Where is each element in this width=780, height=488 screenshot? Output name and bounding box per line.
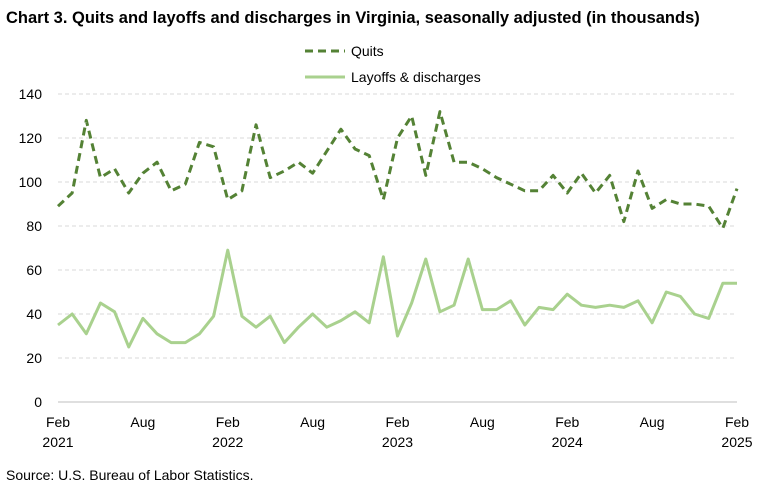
chart-title: Chart 3. Quits and layoffs and discharge… [6, 9, 700, 27]
legend-label-layoffs: Layoffs & discharges [351, 69, 481, 85]
x-tick-month-24: Feb [385, 414, 409, 430]
y-tick-label-0: 0 [34, 394, 42, 410]
y-tick-label-100: 100 [19, 174, 43, 190]
y-tick-label-140: 140 [19, 86, 43, 102]
x-tick-month-18: Aug [300, 414, 325, 430]
y-tick-label-60: 60 [26, 262, 42, 278]
x-axis-tick-labels: Feb 2021 Aug Feb 2022 Aug Feb 2023 Aug Feb 2024 Aug… [42, 414, 752, 450]
x-tick-year-2024: 2024 [552, 434, 583, 450]
x-tick-year-2022: 2022 [212, 434, 243, 450]
x-tick-month-36: Feb [555, 414, 579, 430]
x-tick-year-2023: 2023 [382, 434, 413, 450]
x-tick-month-42: Aug [640, 414, 665, 430]
y-tick-label-80: 80 [26, 218, 42, 234]
x-tick-month-6: Aug [130, 414, 155, 430]
x-tick-year-2021: 2021 [42, 434, 73, 450]
legend-label-quits: Quits [351, 43, 384, 59]
y-axis-tick-labels: 0 20 40 60 80 100 120 140 [19, 86, 43, 410]
legend: Quits Layoffs & discharges [305, 43, 481, 85]
source-note: Source: U.S. Bureau of Labor Statistics. [6, 467, 253, 483]
series-lines [56, 110, 739, 349]
x-tick-month-0: Feb [46, 414, 70, 430]
y-tick-label-20: 20 [26, 350, 42, 366]
x-tick-month-30: Aug [470, 414, 495, 430]
x-tick-month-12: Feb [216, 414, 240, 430]
y-tick-label-40: 40 [26, 306, 42, 322]
gridlines [58, 93, 737, 359]
y-tick-label-120: 120 [19, 130, 43, 146]
series-line-quits [56, 110, 739, 230]
series-line-layoffs-discharges [57, 248, 737, 349]
x-tick-year-2025: 2025 [721, 434, 752, 450]
x-tick-month-48: Feb [725, 414, 749, 430]
